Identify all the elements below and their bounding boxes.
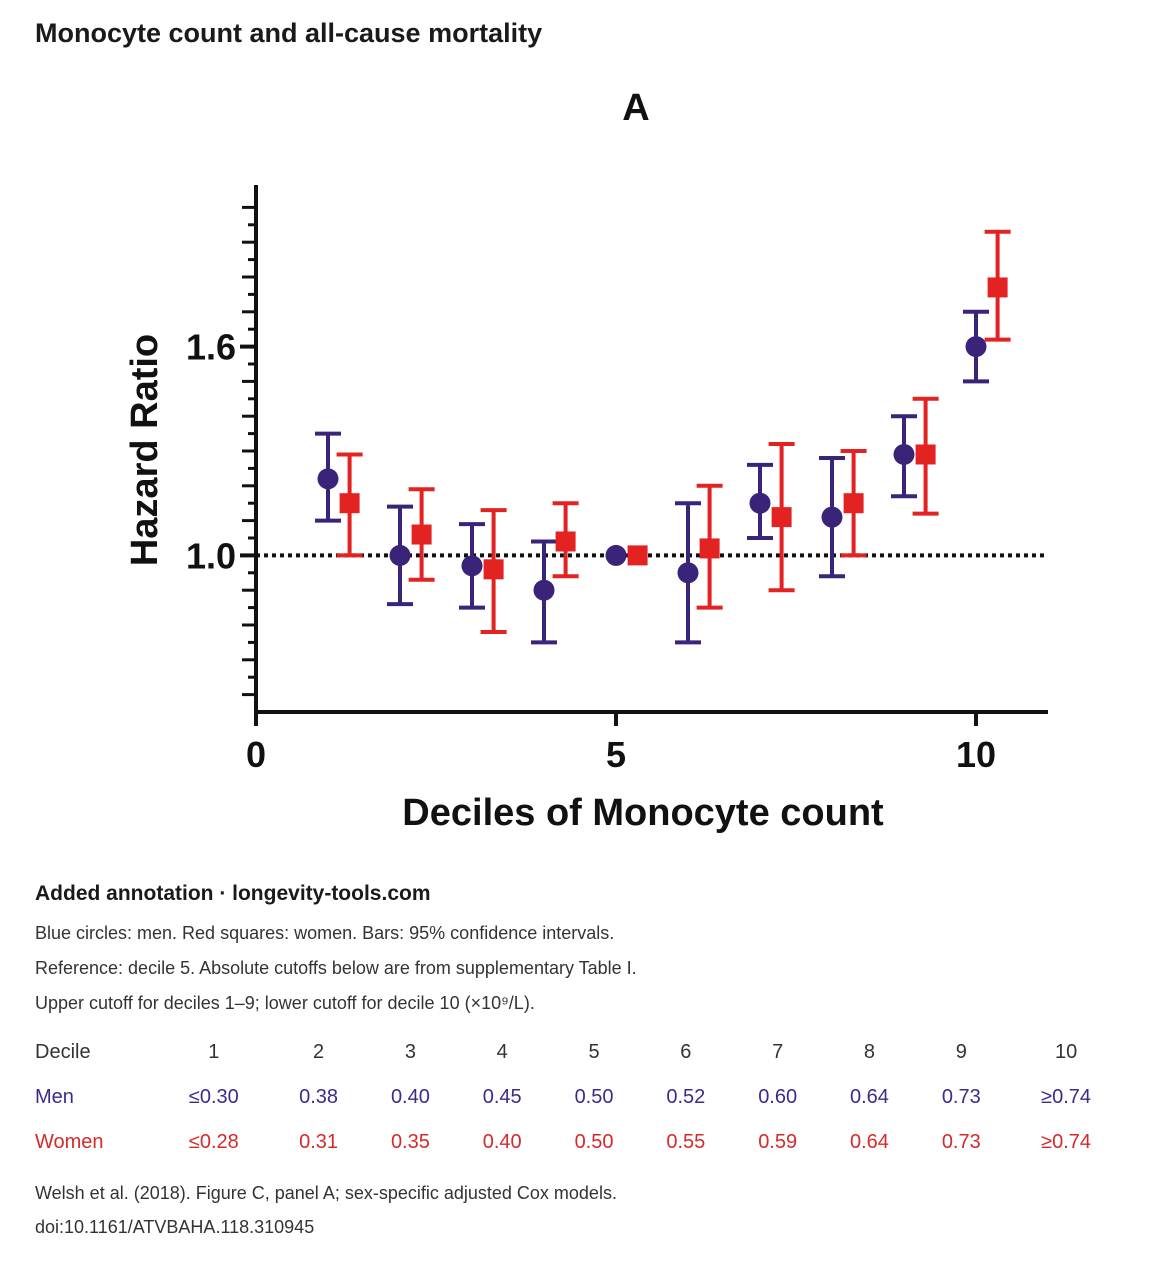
women-point	[987, 277, 1008, 298]
women-cutoff-cell: 0.73	[941, 1131, 981, 1153]
women-label: Women	[35, 1131, 104, 1153]
men-point	[533, 579, 555, 601]
women-cutoff-cell: ≤0.28	[188, 1131, 239, 1153]
x-axis-label: Deciles of Monocyte count	[402, 792, 884, 834]
men-cutoff-cell: ≤0.30	[188, 1086, 239, 1108]
women-cutoff-cell: 0.55	[666, 1131, 706, 1153]
chart: 1.0 1.6 0 5 10 A Deciles of Monocyte count H…	[124, 87, 1048, 834]
data-marks	[315, 229, 1011, 645]
men-series	[315, 309, 989, 645]
women-point	[411, 524, 432, 545]
women-cutoff-cell: 0.59	[758, 1131, 798, 1153]
men-point	[389, 544, 411, 566]
cutoff-table: Decile 1 2 3 4 5 6 7 8 9 10 Men ≤0.30 0.38 0.40 0.45…	[35, 1030, 1125, 1165]
decile-cell: 4	[496, 1041, 508, 1063]
annotation: Added annotation · longevity-tools.com B…	[35, 882, 1125, 1021]
cutoff-header-row: Decile 1 2 3 4 5 6 7 8 9 10	[35, 1030, 1125, 1075]
men-cutoff-cell: 0.60	[758, 1086, 798, 1108]
women-series	[336, 229, 1011, 634]
decile-cell: 1	[208, 1041, 220, 1063]
decile-cell: 9	[955, 1041, 967, 1063]
men-cutoff-cell: ≥0.74	[1041, 1086, 1092, 1108]
women-cutoff-cell: 0.31	[299, 1131, 339, 1153]
annotation-legend-note: Blue circles: men. Red squares: women. B…	[35, 923, 615, 943]
annotation-heading: Added annotation · longevity-tools.com	[35, 882, 431, 905]
cutoff-women-row: Women ≤0.28 0.31 0.35 0.40 0.50 0.55 0.59 0.64 0…	[35, 1120, 1125, 1165]
x-tick-label: 5	[606, 734, 626, 775]
y-tick-label: 1.6	[186, 327, 236, 368]
women-point	[771, 507, 792, 528]
women-point	[843, 493, 864, 514]
men-point	[821, 506, 843, 528]
decile-cell: 6	[680, 1041, 692, 1063]
annotation-reference-note: Reference: decile 5. Absolute cutoffs be…	[35, 958, 637, 978]
decile-cell: 7	[772, 1041, 784, 1063]
men-point	[965, 336, 987, 358]
women-cutoff-cell: 0.64	[850, 1131, 889, 1153]
men-cutoff-cell: 0.45	[482, 1086, 522, 1108]
women-point	[699, 538, 720, 559]
decile-cell: 10	[1054, 1041, 1078, 1063]
decile-cell: 3	[404, 1041, 416, 1063]
citation: Welsh et al. (2018). Figure C, panel A; …	[35, 1183, 617, 1203]
y-axis-label: Hazard Ratio	[124, 334, 166, 566]
men-point	[893, 443, 915, 465]
men-label: Men	[35, 1086, 74, 1108]
x-tick-label: 10	[956, 734, 996, 775]
men-cutoff-cell: 0.52	[666, 1086, 706, 1108]
women-point	[627, 545, 648, 566]
men-point	[317, 468, 339, 490]
x-tick-label: 0	[246, 734, 266, 775]
women-cutoff-cell: ≥0.74	[1041, 1131, 1092, 1153]
y-tick-label: 1.0	[186, 535, 236, 576]
women-point	[555, 531, 576, 552]
men-point	[605, 544, 627, 566]
men-point	[461, 555, 483, 577]
panel-label: A	[622, 87, 649, 129]
header-label: Decile	[35, 1041, 91, 1063]
men-cutoff-cell: 0.73	[941, 1086, 981, 1108]
men-cutoff-cell: 0.38	[299, 1086, 339, 1108]
men-cutoff-cell: 0.64	[850, 1086, 889, 1108]
men-point	[677, 562, 699, 584]
annotation-cutoff-note: Upper cutoff for deciles 1–9; lower cuto…	[35, 993, 535, 1013]
women-point	[339, 493, 360, 514]
decile-cell: 8	[863, 1041, 876, 1063]
women-point	[483, 559, 504, 580]
women-point	[915, 444, 936, 465]
women-cutoff-cell: 0.40	[482, 1131, 522, 1153]
women-cutoff-cell: 0.50	[574, 1131, 614, 1153]
women-cutoff-cell: 0.35	[390, 1131, 430, 1153]
cutoff-men-row: Men ≤0.30 0.38 0.40 0.45 0.50 0.52 0.60 0.64 0.7…	[35, 1075, 1125, 1120]
axes: 1.0 1.6 0 5 10	[186, 185, 1048, 775]
source: Welsh et al. (2018). Figure C, panel A; …	[35, 1176, 617, 1244]
decile-cell: 5	[588, 1041, 600, 1063]
men-cutoff-cell: 0.50	[574, 1086, 614, 1108]
page-title: Monocyte count and all-cause mortality	[35, 18, 543, 48]
men-cutoff-cell: 0.40	[390, 1086, 430, 1108]
men-point	[749, 492, 771, 514]
doi: doi:10.1161/ATVBAHA.118.310945	[35, 1217, 315, 1237]
decile-cell: 2	[313, 1041, 325, 1063]
